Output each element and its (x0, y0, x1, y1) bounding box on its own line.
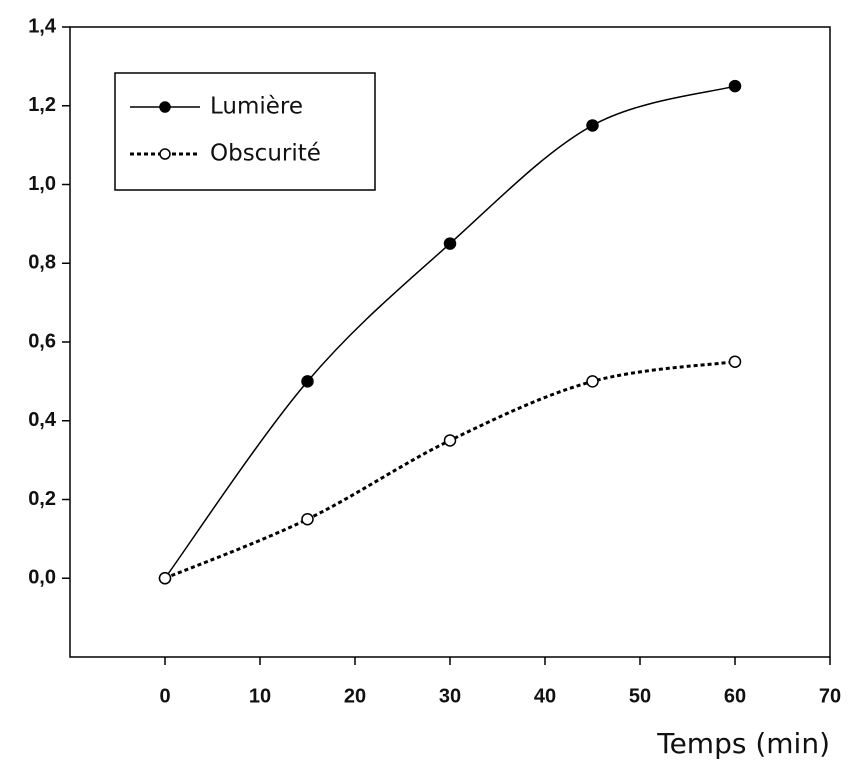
data-point (586, 375, 599, 388)
legend-box (114, 72, 376, 191)
y-tick-label: 0,8 (28, 252, 56, 274)
x-tick-label: 50 (629, 685, 651, 707)
y-tick-label: 0,4 (28, 409, 57, 431)
x-tick-label: 60 (724, 685, 746, 707)
data-point (301, 375, 314, 388)
x-tick-label: 0 (159, 685, 170, 707)
series-line (164, 85, 736, 579)
y-tick-label: 0,0 (28, 567, 56, 589)
legend-marker (159, 148, 171, 160)
x-tick-label: 10 (249, 685, 271, 707)
y-tick-label: 1,4 (28, 15, 57, 37)
series-line (164, 360, 736, 580)
x-tick-label: 40 (534, 685, 556, 707)
data-point (728, 79, 742, 93)
data-point (728, 355, 742, 368)
x-tick-label: 20 (344, 685, 366, 707)
legend-label: Obscurité (210, 141, 321, 167)
data-point (301, 512, 314, 526)
legend-label: Lumière (210, 94, 303, 120)
data-point (443, 237, 457, 250)
data-point (158, 572, 172, 585)
y-tick-label: 1,0 (28, 173, 56, 195)
data-point (443, 434, 457, 447)
y-tick-label: 0,2 (28, 488, 56, 510)
y-tick-label: 1,2 (28, 94, 56, 116)
x-axis-label: Temps (min) (656, 727, 830, 760)
legend-marker (159, 101, 171, 113)
x-tick-label: 30 (439, 685, 461, 707)
x-tick-label: 70 (819, 685, 841, 707)
data-point (586, 119, 599, 132)
y-tick-label: 0,6 (28, 330, 56, 352)
